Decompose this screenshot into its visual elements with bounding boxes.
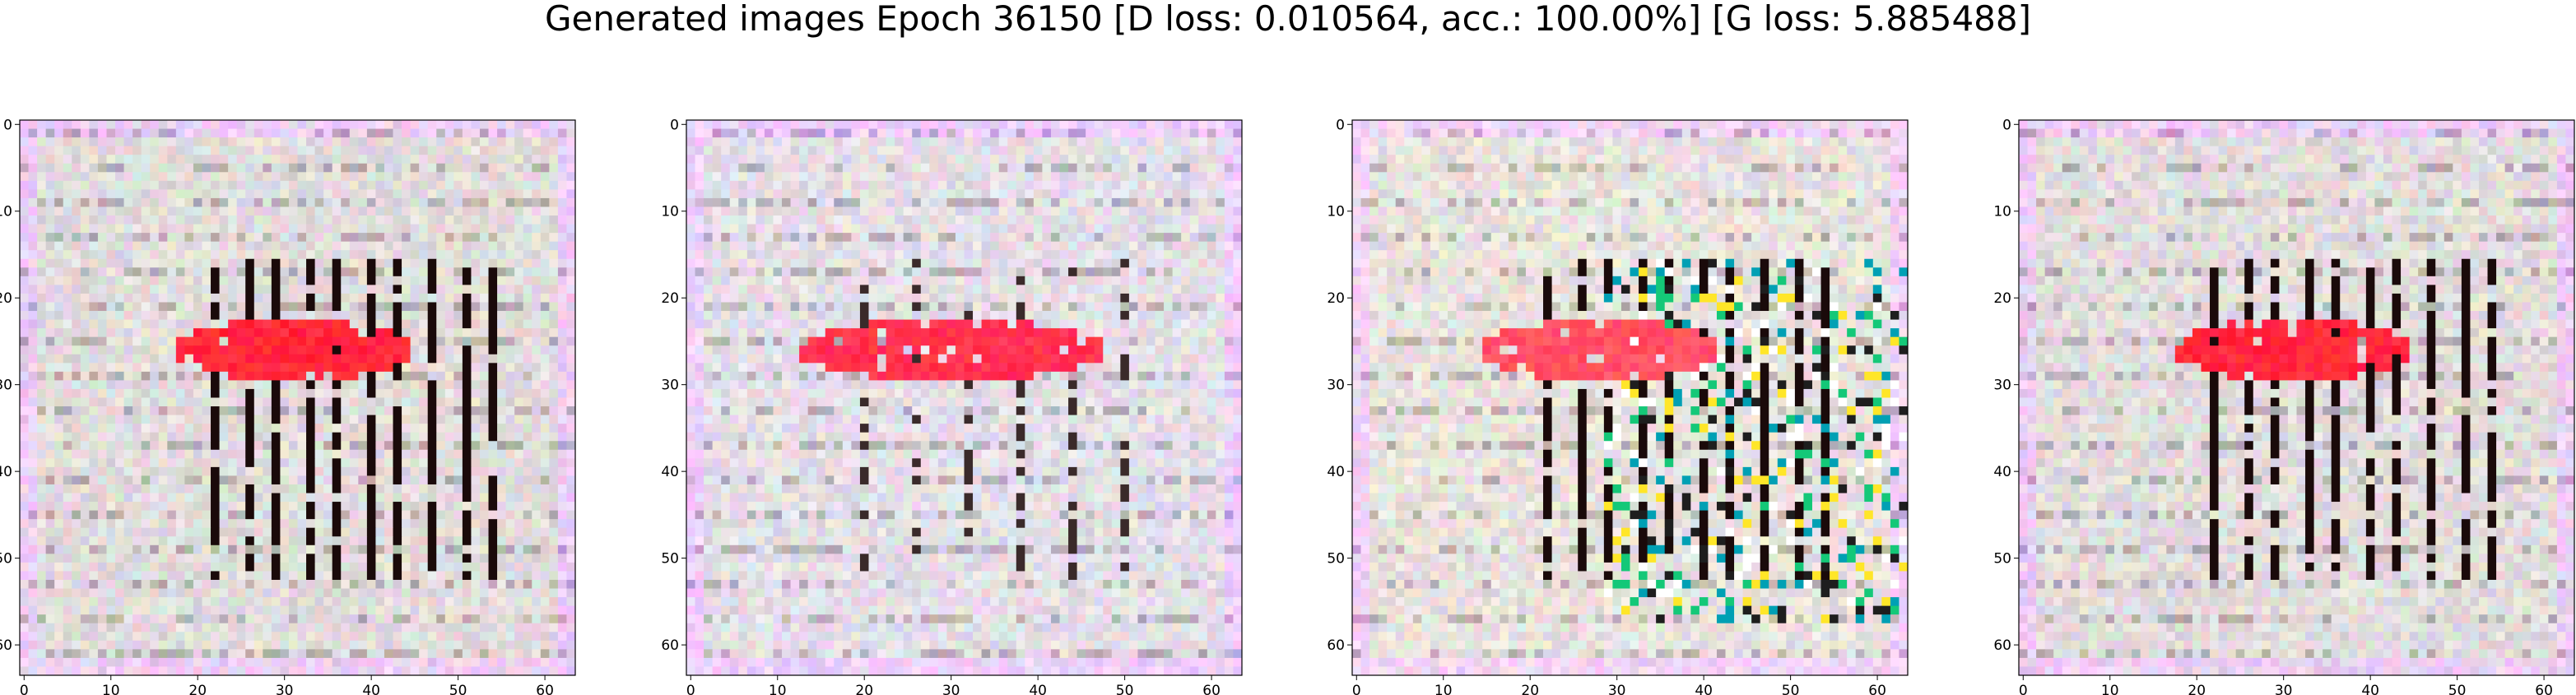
- x-tick-label: 40: [1029, 683, 1047, 695]
- x-tick-label: 0: [20, 683, 29, 695]
- x-tick-label: 60: [1868, 683, 1886, 695]
- y-tick-label: 30: [1327, 378, 1345, 394]
- y-tick-label: 30: [661, 378, 679, 394]
- y-tick-label: 40: [1327, 464, 1345, 480]
- x-tick-label: 0: [2019, 683, 2028, 695]
- y-tick-label: 20: [1993, 290, 2011, 307]
- x-tick-label: 40: [362, 683, 380, 695]
- y-tick-label: 20: [661, 290, 679, 307]
- y-tick-label: 10: [661, 204, 679, 220]
- x-tick-label: 30: [2275, 683, 2293, 695]
- y-tick-label: 40: [1993, 464, 2011, 480]
- x-tick-label: 20: [1521, 683, 1539, 695]
- y-tick-label: 60: [1327, 637, 1345, 654]
- y-tick-label: 60: [0, 637, 12, 654]
- x-tick-label: 50: [2448, 683, 2467, 695]
- y-tick-label: 0: [670, 117, 679, 133]
- y-tick-label: 20: [0, 290, 12, 307]
- x-tick-label: 60: [536, 683, 554, 695]
- x-tick-label: 0: [686, 683, 695, 695]
- axes-frame-3: [1351, 119, 1909, 676]
- x-tick-label: 60: [2535, 683, 2553, 695]
- y-tick-label: 10: [1993, 204, 2011, 220]
- y-tick-label: 30: [1993, 378, 2011, 394]
- x-tick-label: 30: [276, 683, 294, 695]
- y-tick-label: 0: [3, 117, 12, 133]
- x-tick-label: 50: [1116, 683, 1134, 695]
- y-tick-label: 30: [0, 378, 12, 394]
- y-tick-label: 60: [661, 637, 679, 654]
- y-tick-label: 40: [661, 464, 679, 480]
- image-panel-3: 0 10 20 30 40 50 60 0 10 20 30 40 50 60: [1327, 117, 1909, 695]
- figure-title: Generated images Epoch 36150 [D loss: 0.…: [544, 0, 2032, 39]
- x-tick-label: 30: [1608, 683, 1626, 695]
- y-tick-label: 50: [0, 551, 12, 568]
- y-tick-label: 0: [1336, 117, 1345, 133]
- x-tick-label: 50: [449, 683, 467, 695]
- x-tick-label: 60: [1202, 683, 1221, 695]
- x-tick-label: 20: [2188, 683, 2206, 695]
- x-tick-label: 10: [769, 683, 787, 695]
- y-tick-label: 50: [1993, 551, 2011, 568]
- y-tick-label: 50: [661, 551, 679, 568]
- y-tick-label: 10: [0, 204, 12, 220]
- x-tick-label: 20: [188, 683, 207, 695]
- y-tick-label: 20: [1327, 290, 1345, 307]
- image-panel-1: 0 10 20 30 40 50 60 0 10 20 30 40 50 60: [0, 117, 576, 695]
- axes-frame-1: [19, 119, 576, 676]
- image-panel-4: 0 10 20 30 40 50 60 0 10 20 30 40 50 60: [1993, 117, 2575, 695]
- y-tick-label: 60: [1993, 637, 2011, 654]
- x-tick-label: 20: [855, 683, 873, 695]
- y-tick-label: 10: [1327, 204, 1345, 220]
- x-tick-label: 50: [1782, 683, 1800, 695]
- axes-frame-4: [2018, 119, 2575, 676]
- y-tick-label: 50: [1327, 551, 1345, 568]
- axes-frame-2: [686, 119, 1243, 676]
- image-panel-2: 0 10 20 30 40 50 60 0 10 20 30 40 50 60: [661, 117, 1243, 695]
- x-tick-label: 10: [1434, 683, 1453, 695]
- x-tick-label: 10: [102, 683, 120, 695]
- x-tick-label: 30: [942, 683, 960, 695]
- x-tick-label: 0: [1352, 683, 1361, 695]
- x-tick-label: 40: [2361, 683, 2379, 695]
- y-tick-label: 0: [2002, 117, 2011, 133]
- x-tick-label: 10: [2101, 683, 2119, 695]
- y-tick-label: 40: [0, 464, 12, 480]
- x-tick-label: 40: [1695, 683, 1713, 695]
